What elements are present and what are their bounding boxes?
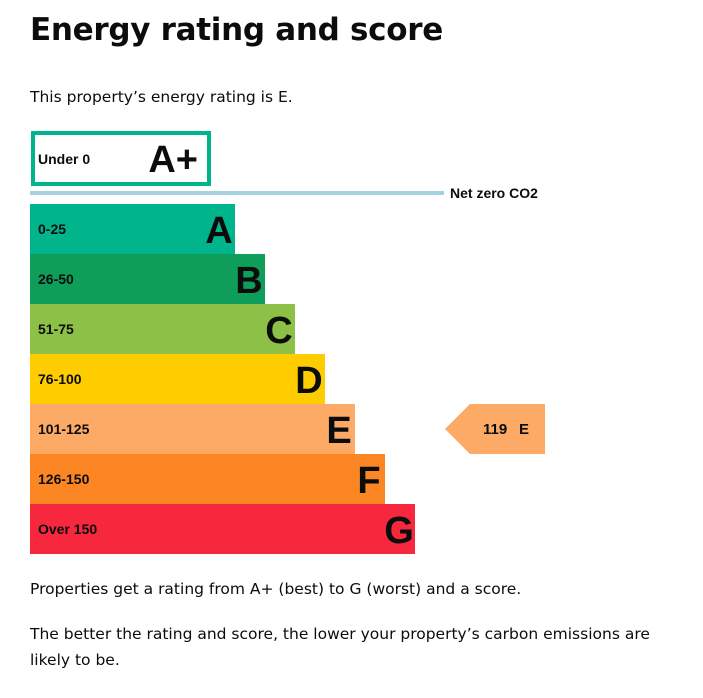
band-g-range: Over 150 — [38, 521, 97, 537]
band-g-bar — [30, 504, 415, 554]
band-e-letter: E — [326, 410, 351, 452]
current-score: 119 — [483, 421, 507, 438]
current-rating-marker: 119 E — [445, 404, 545, 454]
net-zero-label: Net zero CO2 — [450, 185, 538, 201]
band-g-letter: G — [384, 510, 414, 552]
current-rating-arrow — [445, 404, 545, 454]
band-aplus-letter: A+ — [148, 139, 198, 181]
band-b-letter: B — [235, 260, 262, 302]
band-e-bar — [30, 404, 355, 454]
rating-bands: 0-25 A 26-50 B 51-75 C 76-100 D 101-125 E 126-150 F… — [30, 204, 415, 554]
rating-explanation: Properties get a rating from A+ (best) t… — [30, 580, 522, 598]
current-letter: E — [519, 421, 529, 438]
band-f-bar — [30, 454, 385, 504]
page-title: Energy rating and score — [30, 12, 443, 48]
band-e-range: 101-125 — [38, 421, 90, 437]
band-f-letter: F — [357, 460, 380, 502]
band-d-letter: D — [295, 360, 322, 402]
band-a-bar — [30, 204, 235, 254]
band-c-range: 51-75 — [38, 321, 74, 337]
band-d-range: 76-100 — [38, 371, 82, 387]
emissions-explanation: The better the rating and score, the low… — [30, 625, 650, 669]
band-a-range: 0-25 — [38, 221, 66, 237]
band-d-bar — [30, 354, 325, 404]
band-a-letter: A — [205, 210, 232, 252]
energy-rating-chart: Under 0 A+ Net zero CO2 0-25 A 26-50 B 51-75… — [30, 131, 545, 554]
band-f-range: 126-150 — [38, 471, 90, 487]
band-aplus-box — [31, 131, 211, 186]
band-c-letter: C — [265, 310, 292, 352]
energy-rating-summary: This property’s energy rating is E. — [30, 88, 293, 106]
band-b-bar — [30, 254, 265, 304]
band-b-range: 26-50 — [38, 271, 74, 287]
net-zero-line — [30, 191, 444, 195]
band-c-bar — [30, 304, 295, 354]
band-aplus-range: Under 0 — [38, 151, 90, 167]
